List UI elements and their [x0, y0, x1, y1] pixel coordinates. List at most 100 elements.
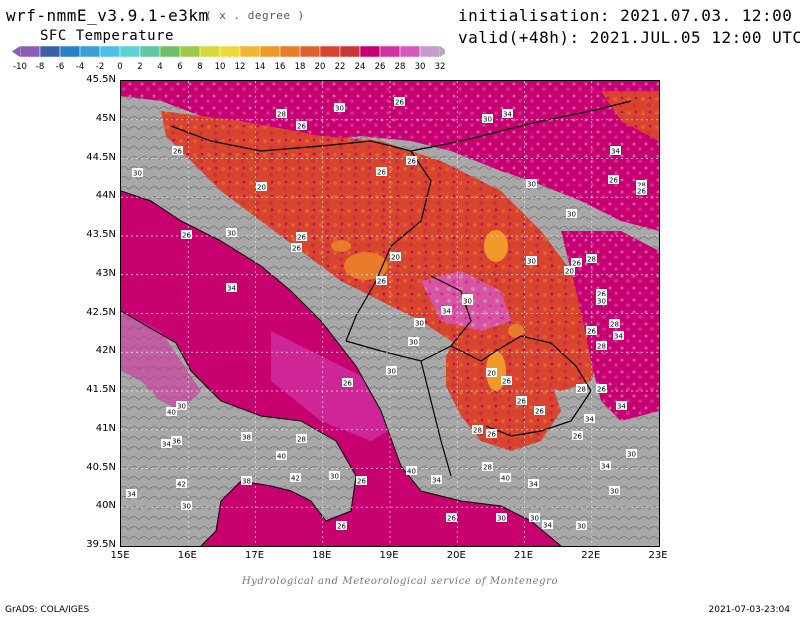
contour-label-bg [486, 368, 497, 377]
contour-label-text: 26 [573, 433, 582, 441]
contour-label: 40 [500, 473, 511, 483]
contour-label-text: 34 [601, 463, 610, 471]
legend-swatch [139, 45, 161, 58]
legend-swatch [379, 45, 401, 58]
contour-label: 38 [241, 432, 252, 442]
contour-label-text: 26 [377, 169, 386, 177]
legend-swatch [159, 45, 181, 58]
contour-label: 28 [596, 341, 607, 351]
legend-tick-label: -6 [56, 62, 64, 72]
initialisation-time: initialisation: 2021.07.03. 12:00 UTC [458, 6, 800, 25]
contour-label-text: 38 [242, 434, 251, 442]
hot-spot-4 [508, 324, 524, 338]
legend-tick-label: 22 [335, 62, 346, 72]
contour-label-bg [534, 406, 545, 415]
legend-swatch [59, 45, 81, 58]
contour-label-bg [356, 476, 367, 485]
contour-label: 30 [386, 366, 397, 376]
contour-label-bg [596, 341, 607, 350]
legend-swatch [199, 45, 221, 58]
contour-label-bg [526, 256, 537, 265]
contour-label-bg [181, 230, 192, 239]
contour-label: 26 [291, 243, 302, 253]
contour-label-bg [610, 146, 621, 155]
latitude-label: 40N [95, 500, 116, 512]
contour-label-text: 34 [432, 477, 441, 485]
contour-label-text: 26 [337, 523, 346, 531]
contour-label-bg [441, 306, 452, 315]
contour-label: 30 [414, 318, 425, 328]
legend-tick-label: 18 [295, 62, 306, 72]
contour-label-bg [609, 486, 620, 495]
contour-label: 30 [482, 114, 493, 124]
contour-label: 26 [394, 97, 405, 107]
contour-label-bg [176, 401, 187, 410]
legend-tick-label: 26 [375, 62, 386, 72]
contour-label-text: 26 [502, 378, 511, 386]
contour-label: 28 [276, 109, 287, 119]
render-timestamp: 2021-07-03-23:04 [708, 605, 791, 615]
contour-labels: 2630282626343026303420262628263026302026… [126, 97, 647, 531]
contour-label-text: 30 [527, 258, 536, 266]
contour-label-text: 30 [597, 298, 606, 306]
latitude-label: 43N [95, 267, 116, 279]
legend-tick-label: 32 [435, 62, 445, 72]
longitude-label: 20E [446, 550, 466, 561]
contour-label-text: 30 [610, 488, 619, 496]
contour-label: 30 [181, 501, 192, 511]
contour-label-bg [334, 103, 345, 112]
contour-label-bg [496, 513, 507, 522]
contour-label-text: 26 [609, 177, 618, 185]
contour-label-text: 26 [637, 188, 646, 196]
legend-tick-label: -4 [76, 62, 84, 72]
contour-label: 26 [572, 431, 583, 441]
contour-label-text: 26 [173, 148, 182, 156]
legend-swatch [219, 45, 241, 58]
contour-label: 34 [528, 479, 539, 489]
contour-label: 28 [482, 462, 493, 472]
legend-arrow-left [12, 46, 20, 57]
longitude-label: 19E [379, 550, 399, 561]
contour-label-text: 30 [577, 523, 586, 531]
contour-label: 26 [172, 146, 183, 156]
contour-label: 30 [329, 471, 340, 481]
ne-hot-zone [601, 91, 659, 141]
map-canvas: 2630282626343026303420262628263026302026… [121, 81, 659, 546]
contour-label-bg [414, 318, 425, 327]
temperature-map[interactable]: 2630282626343026303420262628263026302026… [120, 80, 660, 547]
legend-swatch [99, 45, 121, 58]
latitude-label: 44N [95, 190, 116, 202]
legend-swatch [239, 45, 261, 58]
contour-label-text: 34 [543, 522, 552, 530]
contour-label: 26 [534, 406, 545, 416]
contour-label-bg [529, 513, 540, 522]
contour-label-bg [161, 439, 172, 448]
grads-label: GrADS: COLA/IGES [5, 605, 90, 615]
legend-swatch [279, 45, 301, 58]
legend-tick-label: -8 [36, 62, 44, 72]
contour-label: 36 [171, 436, 182, 446]
contour-label: 30 [576, 521, 587, 531]
credit-line: Hydrological and Meteorological service … [241, 576, 559, 587]
contour-label: 30 [496, 513, 507, 523]
contour-label-bg [226, 283, 237, 292]
contour-label-text: 26 [517, 398, 526, 406]
contour-label: 26 [336, 521, 347, 531]
border-macedonia [450, 335, 592, 437]
contour-label: 26 [486, 429, 497, 439]
contour-label: 28 [296, 434, 307, 444]
contour-label-bg [446, 513, 457, 522]
legend-swatch [79, 45, 101, 58]
contour-label: 42 [290, 473, 301, 483]
legend-tick-label: 8 [197, 62, 202, 72]
contour-label-bg [596, 289, 607, 298]
contour-label-text: 28 [577, 386, 586, 394]
contour-label-text: 28 [587, 256, 596, 264]
contour-label-bg [342, 378, 353, 387]
contour-label-text: 40 [501, 475, 510, 483]
contour-label-bg [329, 471, 340, 480]
border-north [410, 100, 632, 152]
contour-label-text: 30 [409, 339, 418, 347]
contour-label-bg [336, 521, 347, 530]
contour-label-bg [542, 520, 553, 529]
